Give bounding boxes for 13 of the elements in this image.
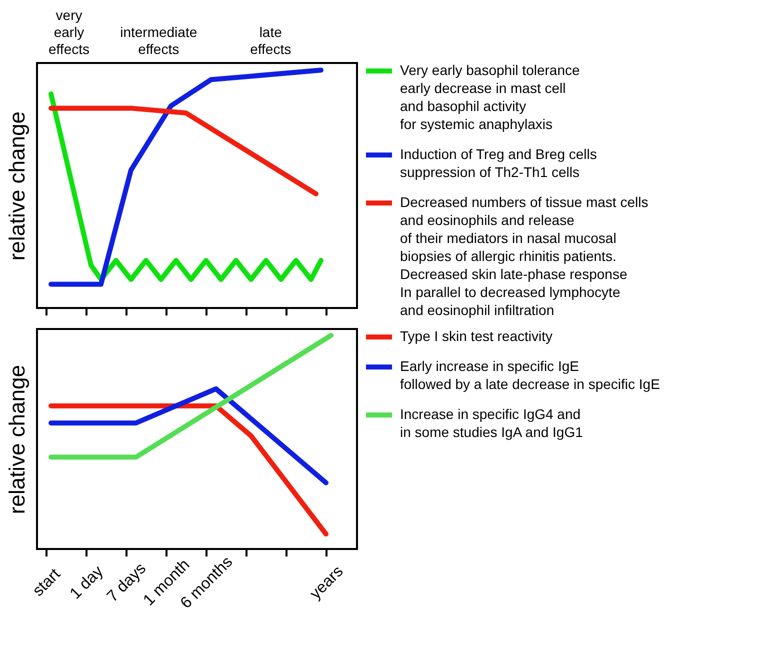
legend-label: Type I skin test reactivity — [400, 328, 552, 344]
text: very early effects — [48, 7, 90, 57]
legend-label: Induction of Treg and Breg cells suppression of Th2-Th1 cells — [400, 146, 597, 180]
text: late effects — [250, 24, 292, 57]
y-axis-title: relative change — [4, 111, 30, 261]
x-tick-label: start — [30, 565, 64, 600]
legend-label: Very early basophil tolerance early decrease in mast cell and basophil activity for systemic anaphylaxis — [400, 62, 580, 132]
text: intermediate effects — [120, 24, 198, 57]
legend-label: Early increase in specific IgE followed by a late decrease in specific IgE — [400, 358, 660, 392]
y-axis-title: relative change — [4, 364, 30, 514]
x-tick-label: 1 day — [67, 563, 107, 603]
legend-label: Decreased numbers of tissue mast cells and eosinophils and release of their mediators in nasal mucosal biopsies of allergic rhinitis patients. Decreased skin late-phase response In parallel to decreased lymphocyte and eosinophil infiltration — [400, 194, 648, 318]
legend-label: Increase in specific IgG4 and in some studies IgA and IgG1 — [400, 406, 584, 440]
